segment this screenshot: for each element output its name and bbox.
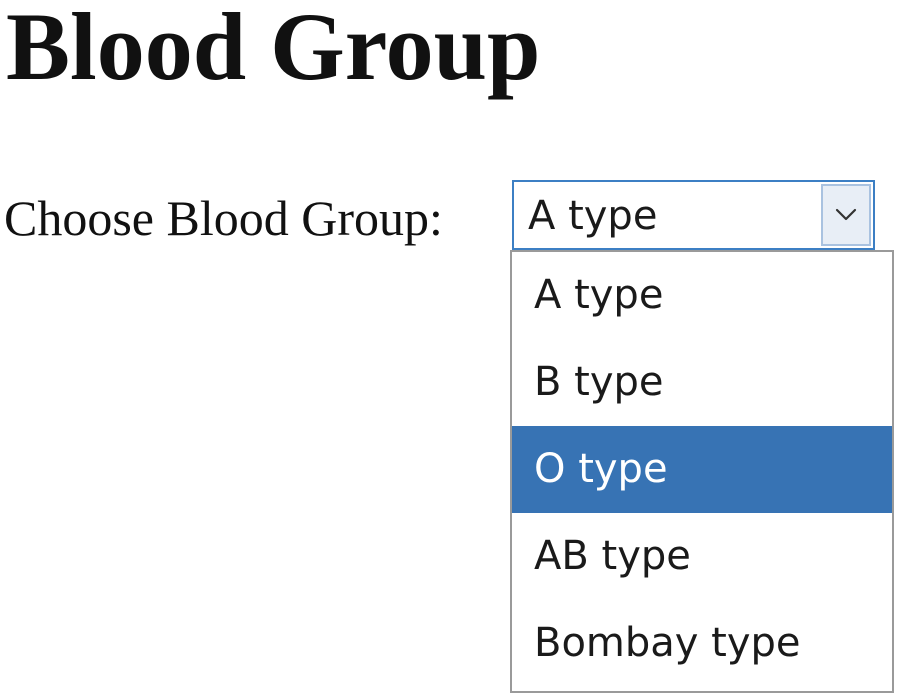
blood-group-label: Choose Blood Group: [4,190,443,246]
page-title: Blood Group [6,0,541,100]
blood-group-select[interactable]: A type [512,180,875,250]
chevron-down-icon [835,208,857,221]
dropdown-toggle-button[interactable] [821,184,871,246]
option-o-type[interactable]: O type [512,426,892,513]
dropdown-options-list: A type B type O type AB type Bombay type [510,250,894,693]
option-ab-type[interactable]: AB type [534,533,691,579]
option-bombay-type[interactable]: Bombay type [534,620,801,666]
select-current-value: A type [528,193,658,239]
option-b-type[interactable]: B type [534,359,664,405]
option-a-type[interactable]: A type [534,272,664,318]
